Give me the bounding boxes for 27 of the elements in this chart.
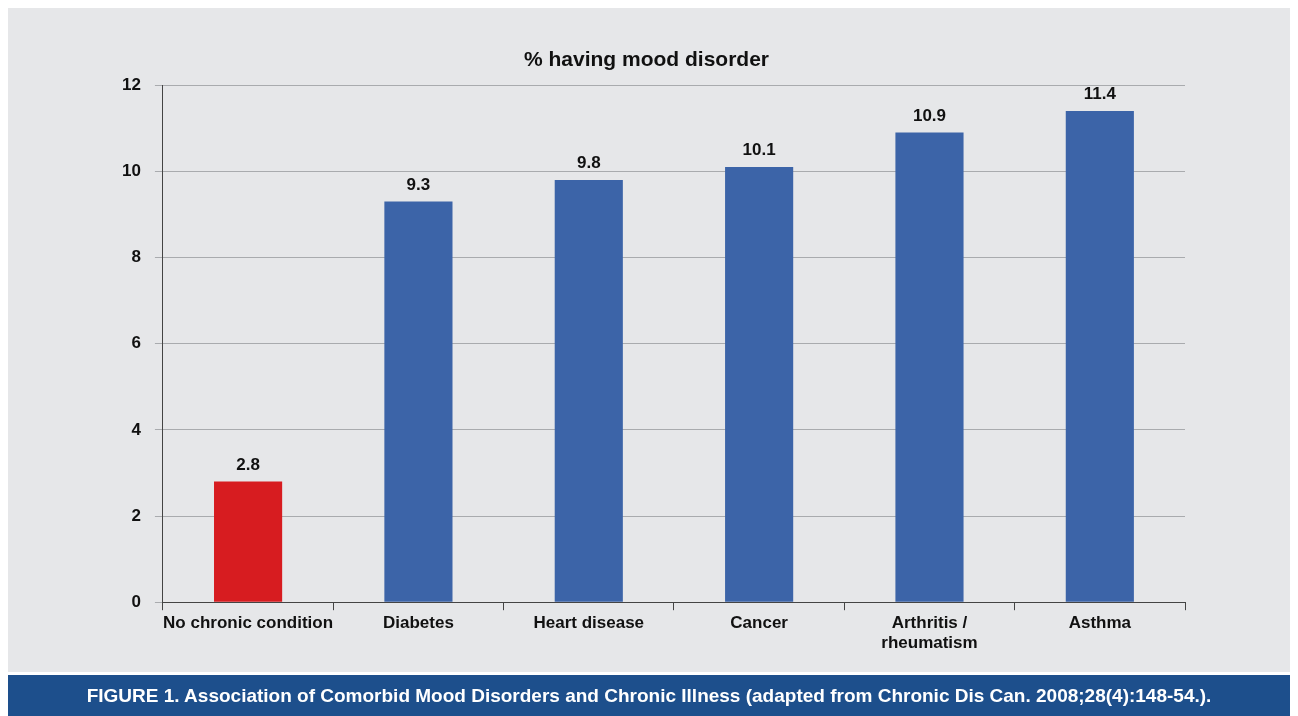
data-label: 9.3 bbox=[406, 174, 431, 194]
chart-title: % having mood disorder bbox=[523, 47, 770, 71]
y-tick-label: 10 bbox=[121, 161, 141, 181]
y-tick-label: 8 bbox=[131, 247, 141, 267]
x-tick-label: Cancer bbox=[730, 613, 789, 633]
y-tick-label: 4 bbox=[131, 419, 142, 439]
bar bbox=[384, 201, 453, 602]
x-tick-label: Diabetes bbox=[382, 613, 454, 633]
y-tick-label: 12 bbox=[121, 74, 141, 94]
bar bbox=[554, 179, 623, 602]
y-tick-label: 6 bbox=[131, 333, 141, 353]
caption: FIGURE 1. Association of Comorbid Mood Disorders and Chronic Illness (adapted from Chronic Dis Can. 2008;28(4):148-54.). bbox=[8, 675, 1290, 716]
x-tick-label: Heart disease bbox=[533, 613, 645, 633]
bar bbox=[725, 167, 794, 602]
data-label: 11.4 bbox=[1083, 84, 1117, 104]
data-label: 2.8 bbox=[236, 454, 260, 474]
data-label: 10.9 bbox=[912, 105, 947, 125]
x-tick-label: No chronic condition bbox=[163, 613, 334, 633]
y-tick-label: 0 bbox=[131, 591, 141, 611]
bar bbox=[214, 481, 283, 602]
data-label: 10.1 bbox=[742, 140, 776, 160]
data-label: 9.8 bbox=[576, 153, 601, 173]
x-tick-label: Arthritis / rheumatism bbox=[881, 613, 978, 653]
bar bbox=[895, 132, 964, 602]
x-tick-label: Asthma bbox=[1068, 613, 1132, 633]
bar bbox=[1065, 111, 1134, 602]
y-tick-label: 2 bbox=[131, 505, 141, 525]
